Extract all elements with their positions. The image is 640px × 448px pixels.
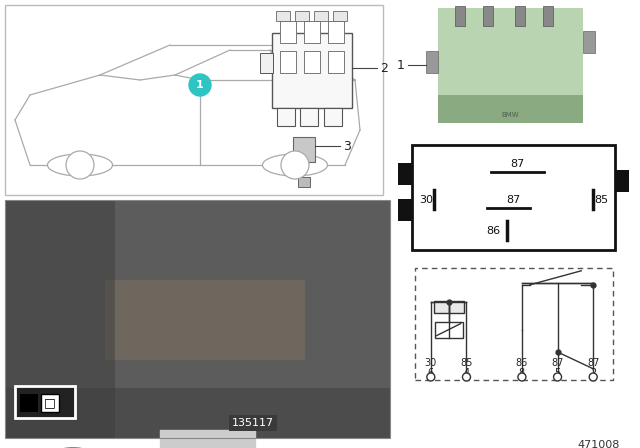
Text: 1: 1 [397, 59, 405, 72]
Text: 87: 87 [587, 358, 600, 368]
Bar [583, 31, 595, 53]
Bar [304, 51, 320, 73]
Bar [304, 21, 320, 43]
Circle shape [189, 74, 211, 96]
Text: 3: 3 [343, 139, 351, 152]
Bar [277, 108, 295, 126]
Bar [260, 53, 273, 73]
Bar [328, 21, 344, 43]
Bar [5, 5, 383, 195]
Bar [438, 8, 583, 123]
Circle shape [66, 151, 94, 179]
Bar [280, 51, 296, 73]
Bar [276, 11, 290, 21]
Circle shape [589, 373, 597, 381]
Text: 87: 87 [552, 358, 564, 368]
Text: 2: 2 [590, 368, 596, 378]
Text: 1: 1 [196, 80, 204, 90]
Bar [272, 33, 352, 108]
Bar [434, 301, 463, 313]
Bar [438, 95, 583, 123]
Bar [5, 200, 390, 438]
Bar [295, 11, 309, 21]
Bar [105, 280, 305, 360]
Text: 471008: 471008 [578, 440, 620, 448]
Bar [455, 6, 465, 26]
Bar [543, 6, 553, 26]
Bar [314, 11, 328, 21]
Text: 5: 5 [554, 368, 561, 378]
Bar [300, 108, 318, 126]
Bar [15, 386, 75, 418]
Bar [280, 21, 296, 43]
Text: 87: 87 [511, 159, 525, 169]
Ellipse shape [47, 154, 113, 176]
Text: 87: 87 [506, 194, 520, 205]
Text: 85: 85 [460, 358, 473, 368]
Bar [5, 200, 390, 438]
Bar [435, 322, 463, 338]
Text: 86: 86 [486, 226, 500, 236]
Bar [160, 430, 255, 448]
Circle shape [463, 373, 470, 381]
Text: 2: 2 [380, 61, 388, 74]
Bar [293, 137, 315, 162]
Bar [398, 198, 412, 220]
Bar [415, 268, 613, 380]
Bar [412, 145, 615, 250]
Bar [426, 51, 438, 73]
Bar [398, 163, 412, 185]
Ellipse shape [262, 154, 328, 176]
Text: 85: 85 [594, 194, 608, 205]
Circle shape [281, 151, 309, 179]
Text: □: □ [44, 396, 56, 409]
Text: 8: 8 [519, 368, 525, 378]
Bar [615, 170, 629, 192]
Text: 86: 86 [516, 358, 528, 368]
Text: 135117: 135117 [232, 418, 274, 428]
Text: 4: 4 [463, 368, 470, 378]
Circle shape [554, 373, 561, 381]
Circle shape [427, 373, 435, 381]
Circle shape [518, 373, 526, 381]
Bar [298, 177, 310, 187]
Bar [515, 6, 525, 26]
Bar [328, 51, 344, 73]
Bar [41, 394, 59, 412]
Bar [20, 394, 38, 412]
Bar [5, 200, 115, 438]
Bar [483, 6, 493, 26]
Text: 30: 30 [419, 194, 433, 205]
Text: 6: 6 [428, 368, 434, 378]
Bar [5, 388, 390, 438]
Text: BMW: BMW [501, 112, 519, 118]
Bar [324, 108, 342, 126]
Bar [333, 11, 347, 21]
Text: 30: 30 [425, 358, 437, 368]
